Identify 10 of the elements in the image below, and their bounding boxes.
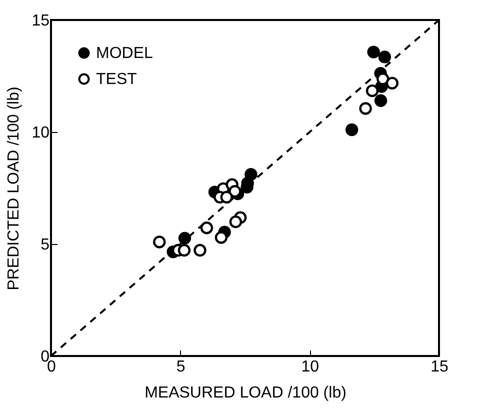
y-tick-label: 10 [32, 124, 50, 142]
y-tick-label: 15 [32, 12, 50, 30]
x-tick-label: 10 [301, 358, 320, 376]
legend-label: TEST [96, 71, 138, 88]
x-tick-label: 15 [430, 358, 448, 376]
x-tick-label: 5 [176, 358, 186, 376]
x-axis-title: MEASURED LOAD /100 (lb) [144, 384, 346, 402]
y-axis-title: PREDICTED LOAD /100 (lb) [6, 86, 23, 290]
legend-label: MODEL [96, 45, 153, 62]
y-tick-label: 5 [40, 236, 50, 254]
